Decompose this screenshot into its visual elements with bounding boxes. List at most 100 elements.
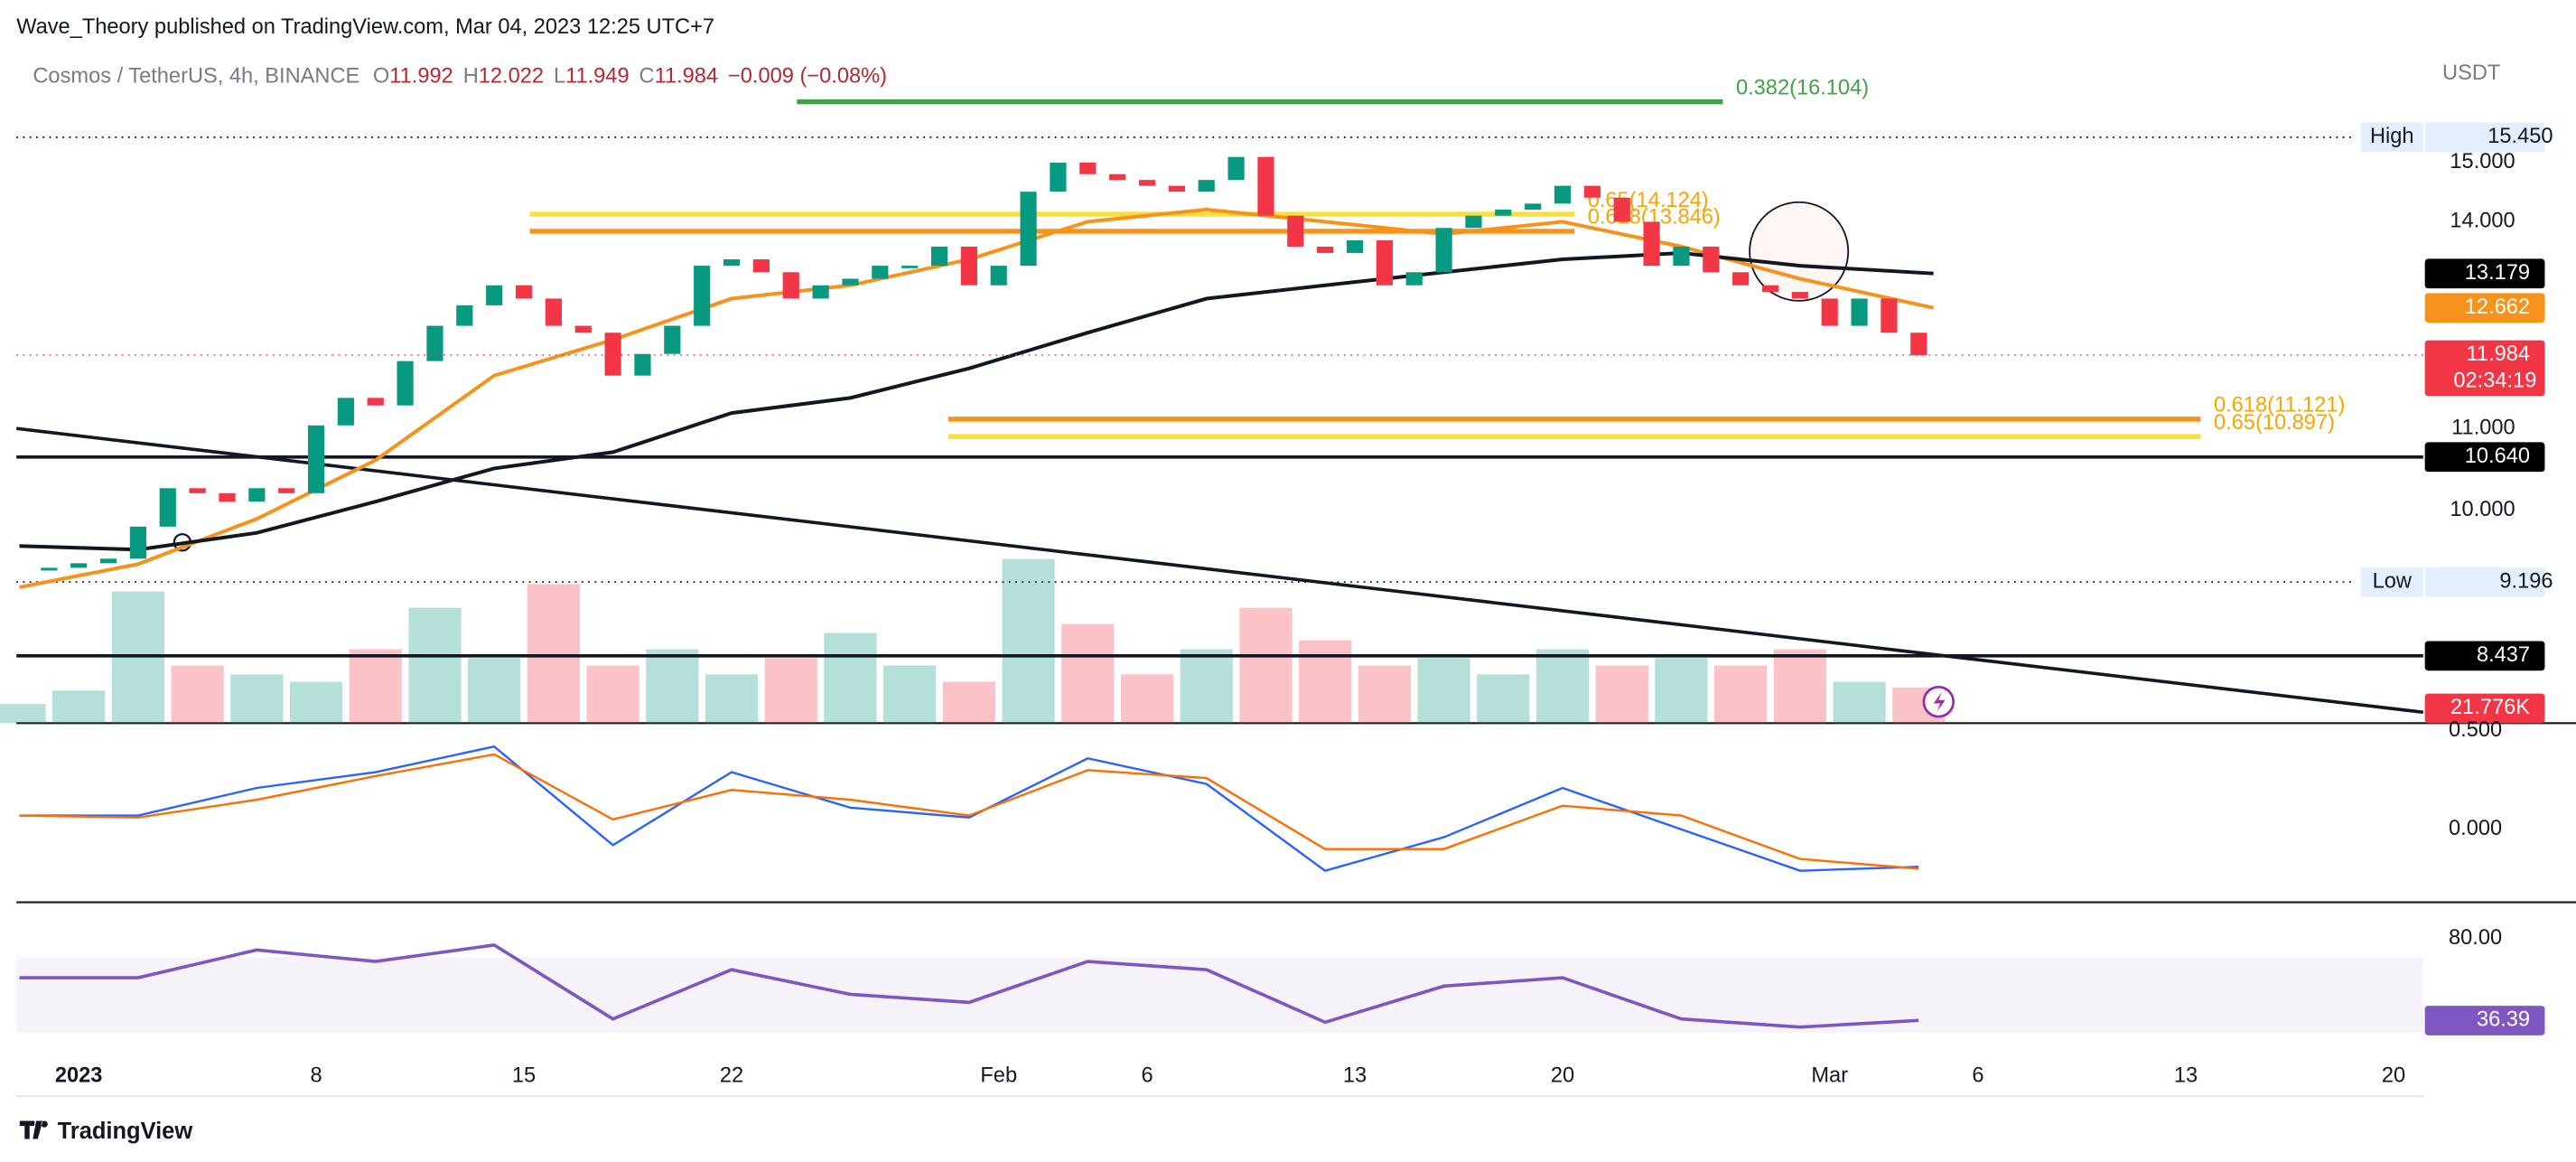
price-tag [2424, 258, 2545, 289]
candle [901, 266, 919, 268]
candle [752, 259, 770, 273]
rsi-band [16, 957, 2423, 1033]
x-tick-label: 20 [1551, 1064, 1574, 1088]
y-tick-label: 15.000 [2450, 150, 2515, 173]
volume-bar [705, 674, 759, 724]
fib-label: 0.382(16.104) [1736, 76, 1869, 99]
volume-bar [1002, 558, 1055, 724]
candle [41, 567, 58, 571]
price-tag [2424, 340, 2545, 397]
price-tag [2424, 293, 2545, 323]
footer-logo: TradingView [19, 1119, 192, 1144]
signal-line [19, 753, 1919, 870]
candle [842, 278, 859, 286]
volume-bar [646, 649, 699, 724]
candle [723, 259, 741, 267]
symbol: Cosmos / TetherUS, 4h, BINANCE [33, 65, 359, 89]
change: −0.009 (−0.08%) [728, 65, 887, 89]
candle [1405, 272, 1423, 286]
candle [1821, 298, 1838, 326]
candle [486, 285, 503, 305]
volume-bar [824, 633, 877, 724]
candle [397, 361, 414, 406]
byline: Wave_Theory published on TradingView.com… [16, 15, 714, 39]
macd-tick-label: 0.500 [2449, 718, 2502, 742]
candle [1109, 173, 1126, 181]
candle [1554, 185, 1572, 204]
candle [1198, 180, 1215, 192]
countdown: 02:34:19 [2453, 369, 2536, 392]
moving-average [19, 250, 1934, 552]
candle [1376, 239, 1393, 286]
x-tick-label: 15 [512, 1064, 536, 1088]
candle [782, 272, 799, 299]
level-value: 15.450 [2487, 125, 2553, 148]
l-label: L [554, 65, 565, 89]
trendline [15, 426, 2424, 715]
x-tick-label: Feb [980, 1064, 1017, 1088]
annotation-circle [1749, 201, 1850, 302]
currency: USDT [2442, 61, 2500, 85]
level-badge [2360, 122, 2423, 153]
candle [129, 526, 146, 559]
x-tick-label: 6 [1141, 1064, 1153, 1088]
candle [307, 425, 325, 493]
candle [70, 563, 88, 568]
candle [248, 488, 266, 502]
price-tag [2424, 693, 2545, 724]
fib-label: 0.65(14.124) [1588, 189, 1709, 212]
level-value-bg [2424, 567, 2545, 597]
x-tick-label: 22 [720, 1064, 743, 1088]
fib-label: 0.65(10.897) [2214, 411, 2335, 435]
x-tick-label: 2023 [55, 1064, 103, 1088]
volume-bar [527, 584, 580, 724]
candle [1257, 156, 1274, 216]
volume-bar [883, 665, 937, 724]
price-tag-label: 10.640 [2465, 445, 2530, 468]
candle [1465, 215, 1482, 229]
candle [456, 305, 473, 326]
macd-line [19, 745, 1919, 872]
candle [1079, 162, 1097, 174]
volume-bar [171, 665, 224, 724]
price-tag-label: 11.984 [2467, 342, 2531, 366]
volume-bar [289, 681, 343, 724]
candle [1703, 246, 1720, 273]
x-tick-label: 8 [310, 1064, 322, 1088]
volume-bar [1595, 665, 1648, 724]
candle [159, 488, 176, 527]
candle [1168, 185, 1185, 192]
close: 11.984 [655, 65, 719, 89]
macd-tick-label: 0.000 [2449, 817, 2502, 840]
level-badge [2360, 567, 2423, 597]
level-value-bg [2424, 122, 2545, 153]
candle [1050, 162, 1067, 192]
volume-bar [1358, 665, 1411, 724]
candle [1583, 185, 1601, 198]
fib-label: 0.618(11.121) [2214, 394, 2345, 417]
legend: Cosmos / TetherUS, 4h, BINANCE O11.992 H12… [33, 65, 887, 89]
price-tag-label: 8.437 [2477, 643, 2530, 667]
candle [930, 246, 948, 267]
price-tag-label: 21.776K [2450, 696, 2530, 719]
y-tick-label: 10.000 [2450, 498, 2515, 521]
candle [1138, 180, 1156, 186]
candle [337, 398, 354, 426]
candle [1613, 197, 1630, 222]
rsi-tick-label: 80.00 [2449, 926, 2502, 950]
volume-bar [586, 665, 639, 724]
candle [367, 398, 384, 406]
candle [219, 492, 236, 502]
volume-bar [1180, 649, 1233, 724]
candle [1227, 156, 1245, 181]
candle [812, 285, 829, 299]
x-tick-label: 20 [2382, 1064, 2405, 1088]
candle [1317, 246, 1334, 253]
y-tick-label: 11.000 [2451, 416, 2515, 439]
level-name: High [2370, 125, 2414, 148]
price-tag-label: 36.39 [2477, 1008, 2530, 1032]
x-tick-label: Mar [1811, 1064, 1848, 1088]
candle [1643, 221, 1660, 267]
candle [426, 325, 443, 361]
